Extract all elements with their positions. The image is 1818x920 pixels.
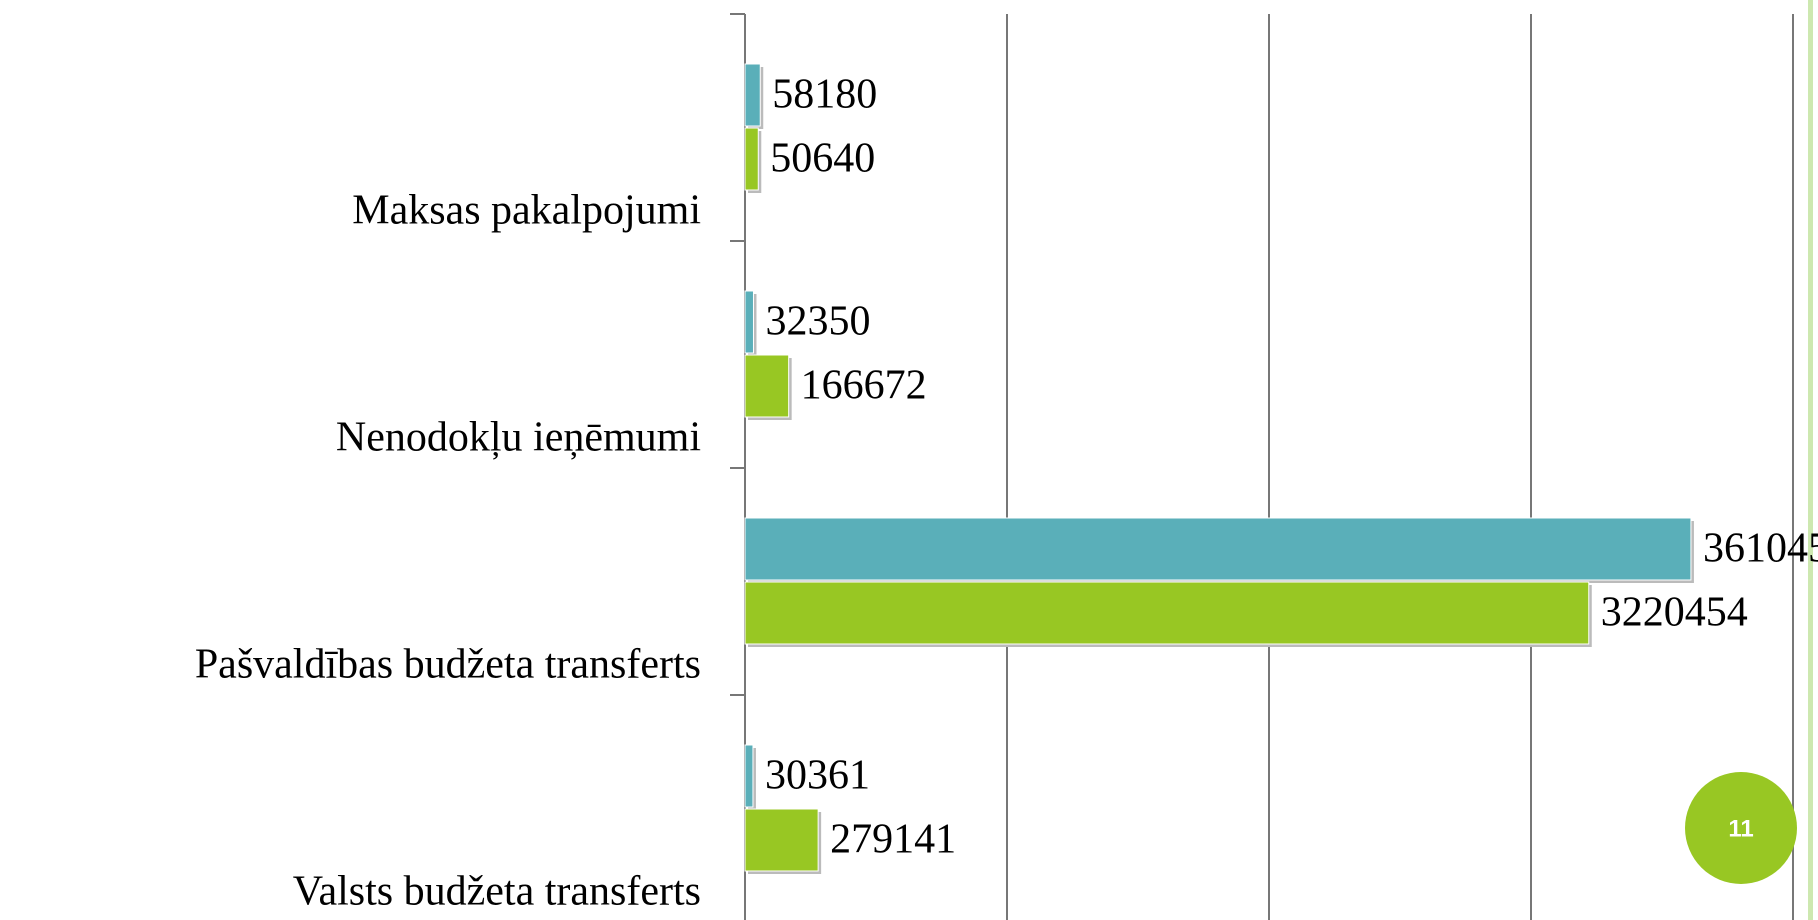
category-label: Nenodokļu ieņēmumi xyxy=(336,415,701,461)
bar xyxy=(744,127,759,191)
bar xyxy=(744,290,754,354)
data-label: 166672 xyxy=(801,363,927,409)
bar xyxy=(744,808,819,872)
data-label: 32350 xyxy=(765,299,870,345)
category-label: Pašvaldības budžeta transferts xyxy=(195,642,701,688)
edge-line xyxy=(1808,0,1813,920)
data-label: 3610459 xyxy=(1703,526,1818,572)
page-number: 11 xyxy=(1728,815,1753,842)
category-label: Valsts budžeta transferts xyxy=(293,869,701,915)
data-label: 58180 xyxy=(772,72,877,118)
data-label: 30361 xyxy=(765,753,870,799)
page-number-badge xyxy=(1685,772,1797,884)
bar xyxy=(744,744,754,808)
category-label: Maksas pakalpojumi xyxy=(352,188,701,234)
data-label: 279141 xyxy=(830,817,956,863)
data-label: 3220454 xyxy=(1601,590,1748,636)
bar xyxy=(744,517,1692,581)
bar xyxy=(744,581,1590,645)
data-label: 50640 xyxy=(770,136,875,182)
bar xyxy=(744,63,761,127)
bar xyxy=(744,354,790,418)
